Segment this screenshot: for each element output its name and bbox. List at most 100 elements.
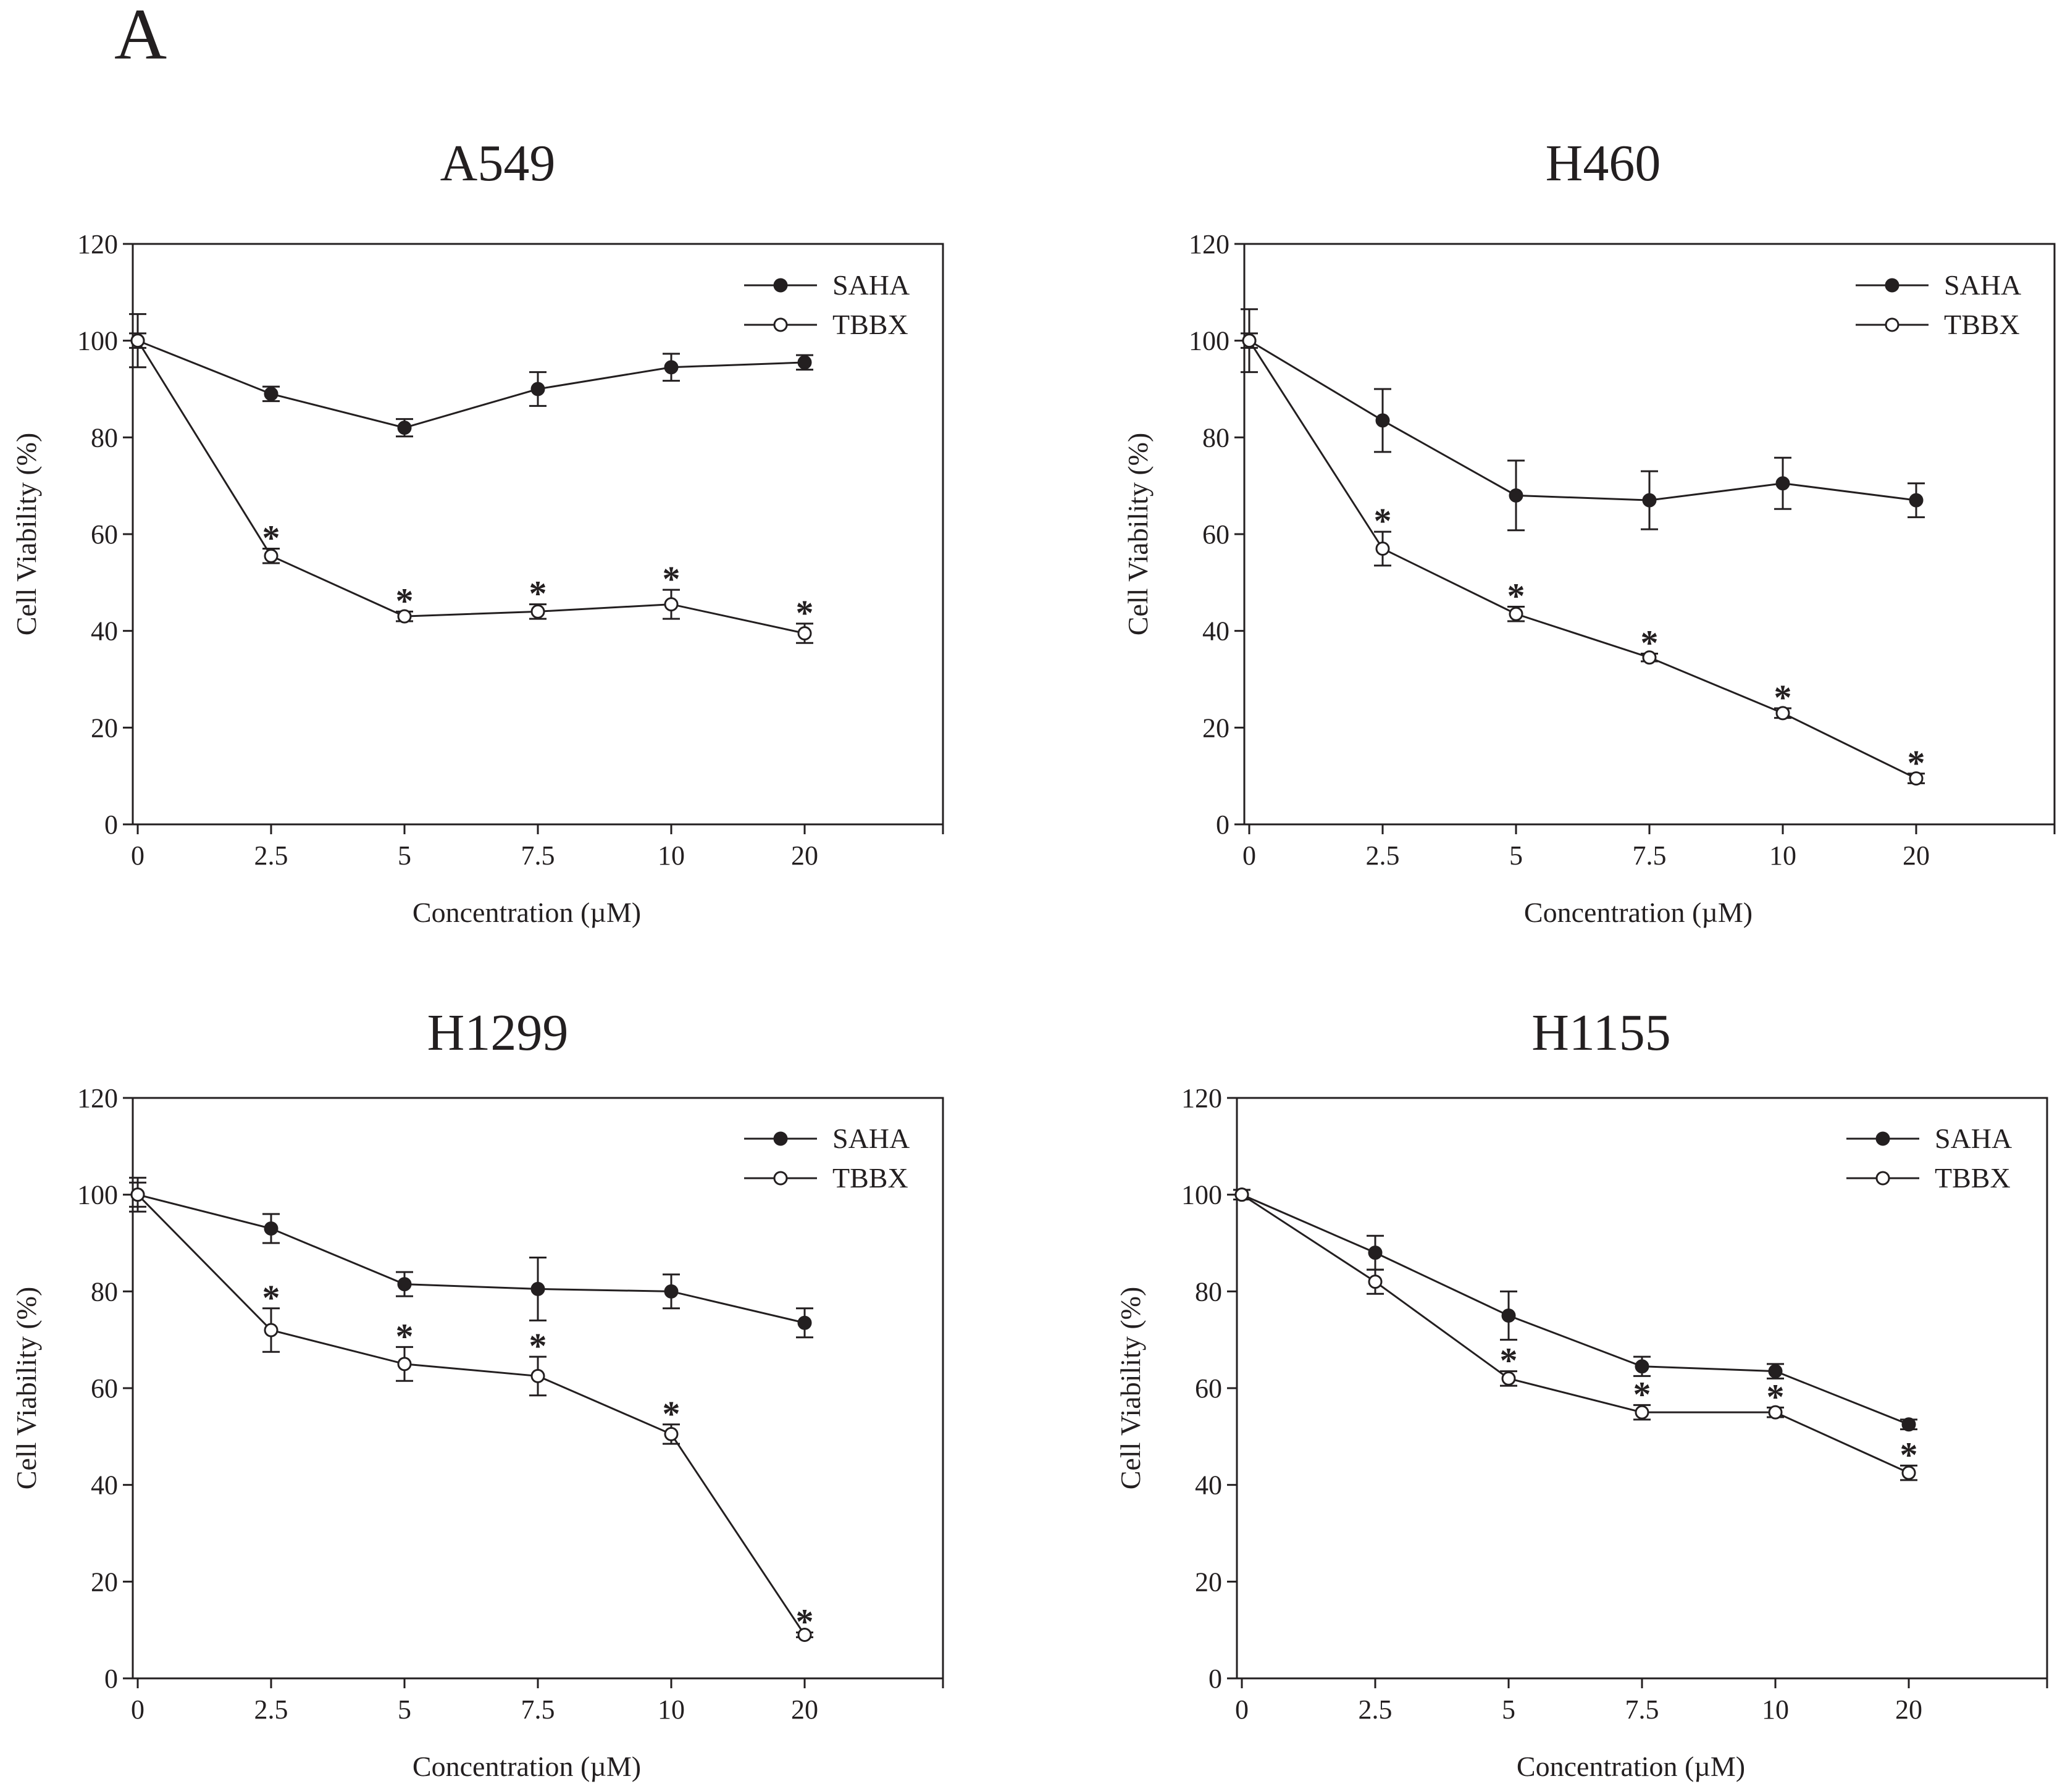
series-saha: SAHA: [1233, 1123, 2012, 1432]
legend-label: SAHA: [1944, 269, 2021, 301]
data-point: [397, 1357, 412, 1371]
x-tick-label: 10: [658, 1694, 685, 1725]
data-point: [1768, 1364, 1783, 1379]
series-line: [1248, 340, 1917, 779]
x-tick-label: 7.5: [521, 1694, 555, 1725]
series-tbbx: * * * * * TBBX: [1241, 309, 2020, 786]
data-point: [530, 382, 545, 396]
x-tick-label: 7.5: [1625, 1694, 1659, 1725]
data-point: [797, 1628, 812, 1642]
data-point: [1768, 1405, 1783, 1420]
legend-swatch-marker: [1885, 278, 1900, 293]
legend-label: SAHA: [1935, 1123, 2012, 1154]
x-tick-label: 20: [791, 840, 818, 871]
series-saha: SAHA: [1241, 269, 2021, 532]
y-tick-label: 100: [1189, 326, 1229, 356]
data-point: [1368, 1275, 1383, 1289]
x-axis-label: Concentration (µM): [413, 897, 641, 928]
series-line: [136, 1194, 806, 1636]
y-tick-label: 40: [91, 1470, 118, 1501]
x-axis-label: Concentration (µM): [413, 1751, 641, 1782]
significance-marker: *: [529, 574, 547, 614]
legend-swatch-marker: [773, 278, 788, 293]
significance-marker: *: [1374, 501, 1392, 541]
x-tick-label: 0: [131, 1694, 145, 1725]
data-point: [664, 597, 679, 612]
y-axis-label: Cell Viability (%): [1122, 433, 1154, 636]
data-point: [1375, 542, 1390, 556]
y-tick-label: 100: [1181, 1180, 1222, 1210]
significance-marker: *: [1641, 622, 1659, 663]
x-tick-label: 7.5: [1633, 840, 1667, 871]
panel-letter: A: [114, 0, 167, 75]
y-tick-label: 60: [91, 1373, 118, 1404]
significance-marker: *: [663, 559, 681, 599]
series-line: [1241, 1194, 1909, 1474]
series-tbbx: * * * * * TBBX: [129, 1162, 908, 1642]
data-point: [1509, 606, 1523, 621]
y-tick-label: 20: [91, 713, 118, 743]
legend-swatch-marker: [1875, 1171, 1890, 1186]
data-point: [130, 1187, 145, 1202]
significance-marker: *: [529, 1326, 547, 1366]
data-point: [397, 1277, 412, 1292]
chart-title: H460: [1546, 135, 1661, 192]
data-point: [264, 548, 279, 563]
legend-label: TBBX: [832, 1162, 908, 1194]
legend-swatch-marker: [773, 1171, 788, 1186]
chart-title: A549: [440, 135, 556, 192]
data-point: [664, 1284, 679, 1299]
data-point: [797, 626, 812, 641]
y-axis-label: Cell Viability (%): [1115, 1287, 1146, 1490]
y-tick-label: 100: [77, 326, 118, 356]
legend-swatch-marker: [1885, 317, 1900, 332]
legend-swatch-marker: [773, 1131, 788, 1146]
significance-marker: *: [1633, 1374, 1651, 1414]
chart-3: H1155 0 20 40 60 80 100 120 0 2.5 5 7.5 10 20 Concentr…: [1115, 1004, 2048, 1782]
x-tick-label: 10: [1769, 840, 1796, 871]
legend-label: TBBX: [1935, 1162, 2011, 1194]
chart-title: H1155: [1531, 1004, 1671, 1061]
series-line: [137, 1194, 805, 1324]
y-tick-label: 0: [1216, 810, 1229, 840]
y-tick-label: 0: [104, 810, 118, 840]
data-point: [664, 1426, 679, 1441]
data-point: [1368, 1246, 1383, 1260]
data-point: [797, 355, 812, 370]
x-tick-label: 7.5: [521, 840, 555, 871]
x-tick-label: 0: [1242, 840, 1256, 871]
x-tick-label: 2.5: [254, 1694, 288, 1725]
data-point: [1901, 1465, 1916, 1480]
data-point: [664, 360, 679, 375]
y-tick-label: 80: [91, 422, 118, 453]
y-tick-label: 120: [77, 1083, 118, 1113]
significance-marker: *: [262, 1278, 280, 1318]
legend-label: SAHA: [832, 1123, 910, 1154]
data-point: [397, 421, 412, 435]
series-saha: SAHA: [129, 1123, 910, 1339]
series-tbbx: * * * * TBBX: [1233, 1162, 2011, 1481]
y-tick-label: 20: [91, 1567, 118, 1597]
x-tick-label: 5: [1502, 1694, 1515, 1725]
y-tick-label: 40: [1195, 1470, 1222, 1501]
y-tick-label: 100: [77, 1180, 118, 1210]
x-tick-label: 5: [1509, 840, 1523, 871]
data-point: [264, 1221, 279, 1236]
chart-2: H1299 0 20 40 60 80 100 120 0 2.5 5 7.5 10 20 Concentr…: [10, 1004, 944, 1782]
significance-marker: *: [262, 518, 280, 558]
data-point: [1501, 1371, 1516, 1386]
y-tick-label: 20: [1195, 1567, 1222, 1597]
y-axis-label: Cell Viability (%): [10, 1287, 42, 1490]
y-tick-label: 40: [91, 616, 118, 647]
significance-marker: *: [663, 1394, 681, 1434]
y-tick-label: 60: [1195, 1373, 1222, 1404]
x-tick-label: 5: [398, 1694, 411, 1725]
chart-0: A549 0 20 40 60 80 100 120 0 2.5 5 7.5 10 20 Concentra…: [10, 135, 944, 928]
y-tick-label: 60: [91, 519, 118, 550]
x-tick-label: 20: [1895, 1694, 1922, 1725]
y-tick-label: 120: [1189, 229, 1229, 259]
legend-label: TBBX: [832, 309, 908, 340]
legend-label: TBBX: [1944, 309, 2020, 340]
